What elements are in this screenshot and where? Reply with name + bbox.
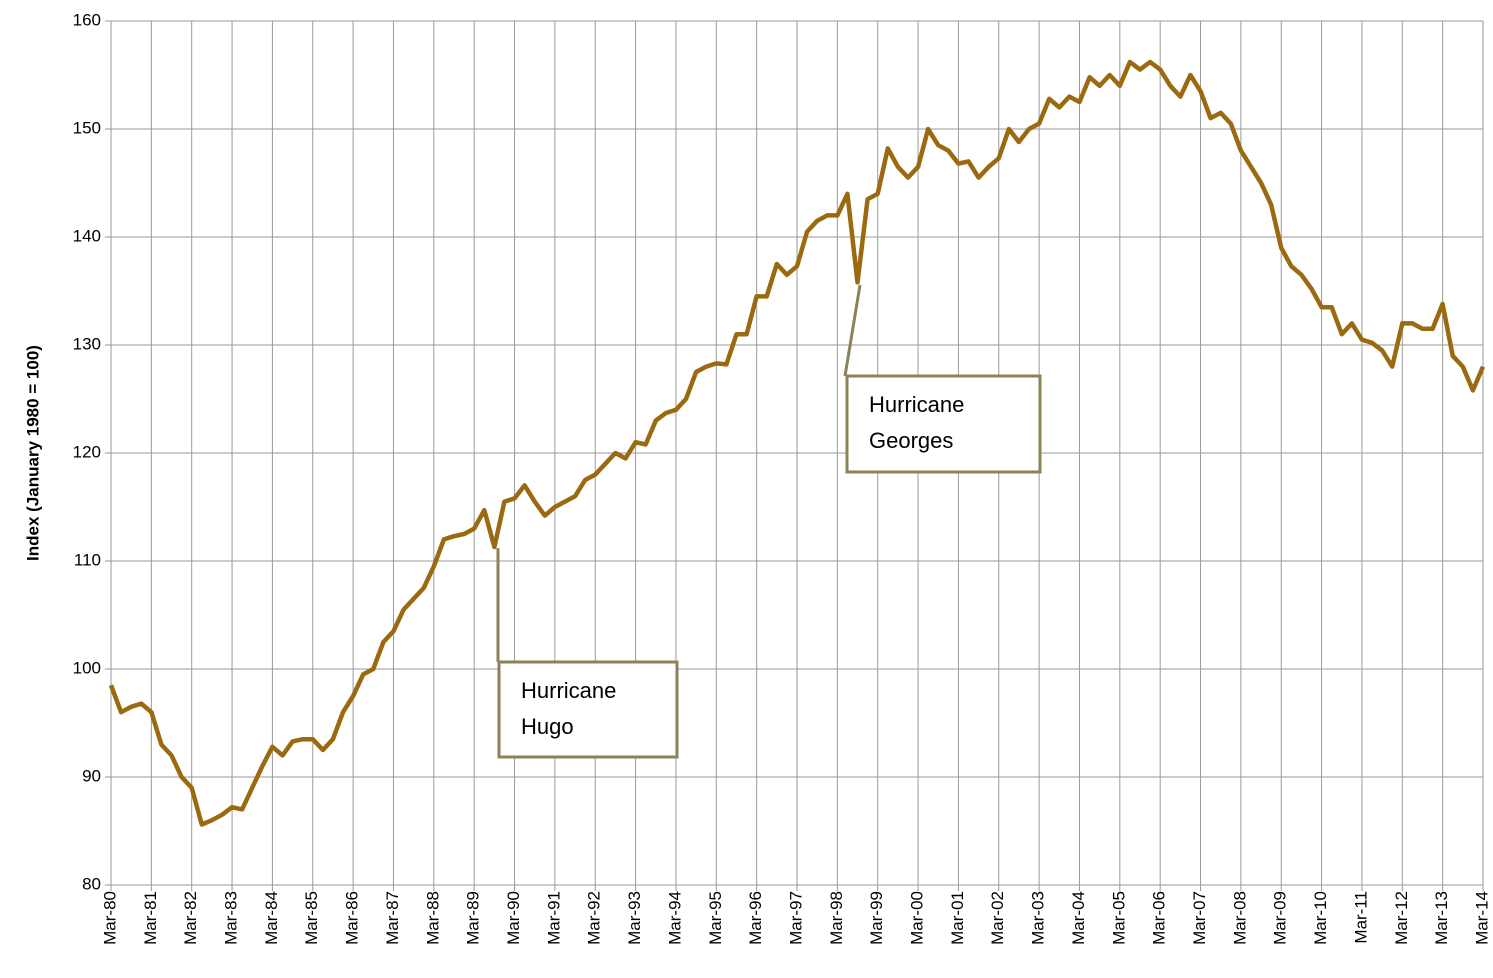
x-tick-label: Mar-03 (1029, 891, 1048, 945)
x-tick-label: Mar-01 (948, 891, 967, 945)
x-tick-label: Mar-87 (383, 891, 402, 945)
y-tick-label: 120 (73, 442, 101, 461)
x-tick-label: Mar-91 (544, 891, 563, 945)
annotation: Hurricane Georges (843, 284, 1042, 474)
annotation-text: Hugo (521, 714, 574, 739)
annotation-box (497, 660, 679, 759)
x-tick-label: Mar-81 (141, 891, 160, 945)
y-tick-label: 140 (73, 226, 101, 245)
annotation-box (845, 374, 1042, 474)
y-tick-label: 110 (74, 550, 101, 569)
x-tick-label: Mar-84 (262, 891, 281, 945)
x-tick-label: Mar-90 (504, 891, 523, 945)
x-tick-label: Mar-96 (746, 891, 765, 945)
x-tick-label: Mar-89 (464, 891, 483, 945)
x-tick-label: Mar-02 (988, 891, 1007, 945)
x-tick-label: Mar-94 (665, 891, 684, 945)
y-axis-label: Index (January 1980 = 100) (23, 345, 42, 561)
x-tick-label: Mar-08 (1230, 891, 1249, 945)
y-tick-label: 80 (82, 874, 101, 893)
x-tick-label: Mar-93 (625, 891, 644, 945)
y-tick-label: 100 (73, 658, 101, 677)
annotation-text: Georges (869, 428, 953, 453)
annotation-text: Hurricane (869, 392, 964, 417)
x-tick-label: Mar-98 (827, 891, 846, 945)
x-tick-label: Mar-00 (908, 891, 927, 945)
y-tick-label: 90 (82, 766, 101, 785)
annotation-pointer (843, 284, 862, 377)
x-tick-label: Mar-05 (1109, 891, 1128, 945)
data-line (108, 59, 1486, 827)
x-tick-label: Mar-14 (1472, 891, 1491, 945)
y-tick-label: 150 (73, 118, 101, 137)
x-tick-label: Mar-06 (1150, 891, 1169, 945)
y-tick-label: 160 (73, 10, 101, 29)
x-tick-label: Mar-83 (222, 891, 241, 945)
x-tick-label: Mar-95 (706, 891, 725, 945)
x-tick-label: Mar-13 (1432, 891, 1451, 945)
annotation-text: Hurricane (521, 678, 616, 703)
x-tick-label: Mar-07 (1190, 891, 1209, 945)
x-tick-label: Mar-85 (302, 891, 321, 945)
x-tick-label: Mar-10 (1311, 891, 1330, 945)
x-tick-label: Mar-80 (100, 891, 119, 945)
y-tick-label: 130 (73, 334, 101, 353)
x-tick-label: Mar-82 (181, 891, 200, 945)
x-tick-label: Mar-12 (1392, 891, 1411, 945)
x-tick-label: Mar-88 (423, 891, 442, 945)
x-tick-label: Mar-97 (786, 891, 805, 945)
x-tick-label: Mar-86 (343, 891, 362, 945)
x-tick-label: Mar-09 (1271, 891, 1290, 945)
annotation: Hurricane Hugo (496, 548, 679, 759)
x-tick-label: Mar-99 (867, 891, 886, 945)
x-tick-label: Mar-04 (1069, 891, 1088, 945)
x-tick-label: Mar-92 (585, 891, 604, 945)
x-tick-label: Mar-11 (1351, 891, 1370, 944)
